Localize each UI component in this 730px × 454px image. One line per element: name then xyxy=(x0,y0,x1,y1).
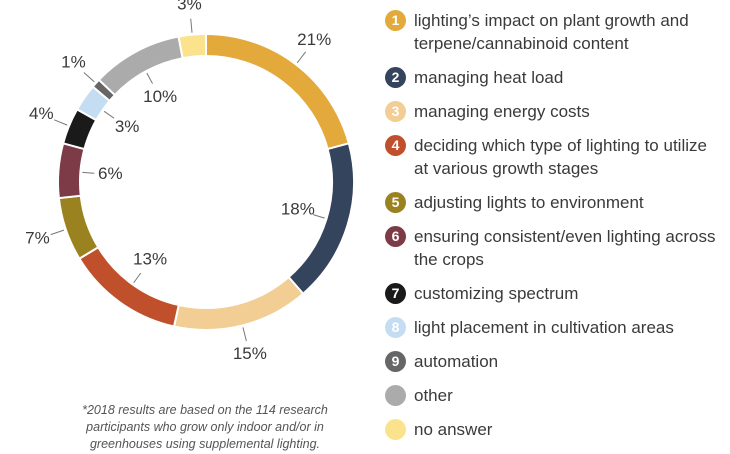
data-label: 3% xyxy=(115,117,140,136)
legend-label: managing energy costs xyxy=(414,102,590,121)
donut-slice xyxy=(57,142,86,200)
data-label: 3% xyxy=(177,0,202,13)
legend-marker xyxy=(385,385,406,406)
legend-label: managing heat load xyxy=(414,68,564,87)
legend-item: 1 lighting’s impact on plant growth and t… xyxy=(385,9,725,55)
legend-label: automation xyxy=(414,352,499,371)
legend-marker: 3 xyxy=(385,101,406,122)
data-label: 4% xyxy=(29,104,54,123)
legend-item: 8 light placement in cultivation areas xyxy=(385,316,725,339)
legend-label: other xyxy=(414,386,453,405)
leader-line xyxy=(83,72,95,83)
leader-line xyxy=(190,18,193,33)
legend-item: other xyxy=(385,384,725,407)
legend-label: customizing spectrum xyxy=(414,284,579,303)
data-label: 10% xyxy=(143,87,177,106)
donut-slice xyxy=(205,32,351,151)
legend-marker: 7 xyxy=(385,283,406,304)
leader-line xyxy=(50,229,65,236)
donut-slice xyxy=(287,142,355,296)
legend-marker: 6 xyxy=(385,226,406,247)
legend-label: no answer xyxy=(414,420,493,439)
data-label: 15% xyxy=(233,344,267,363)
leader-line xyxy=(242,327,247,342)
data-label: 6% xyxy=(98,164,123,183)
data-label: 7% xyxy=(25,229,50,248)
legend-marker: 2 xyxy=(385,67,406,88)
legend-label: ensuring consistent/even lighting across… xyxy=(414,227,716,269)
legend-item: 5 adjusting lights to environment xyxy=(385,191,725,214)
data-label: 13% xyxy=(133,249,167,268)
donut-slice xyxy=(172,275,305,331)
legend-item: 6 ensuring consistent/even lighting acros… xyxy=(385,225,725,271)
legend-item: 3 managing energy costs xyxy=(385,100,725,123)
legend-marker: 1 xyxy=(385,10,406,31)
legend-marker: 4 xyxy=(385,135,406,156)
leader-line xyxy=(82,171,95,174)
legend-label: adjusting lights to environment xyxy=(414,193,644,212)
leader-line xyxy=(133,272,142,284)
legend-marker xyxy=(385,419,406,440)
leader-line xyxy=(146,72,153,84)
legend-marker: 9 xyxy=(385,351,406,372)
data-label: 1% xyxy=(61,53,86,72)
legend-item: 9 automation xyxy=(385,350,725,373)
legend-item: 7 customizing spectrum xyxy=(385,282,725,305)
legend-marker: 8 xyxy=(385,317,406,338)
legend-label: light placement in cultivation areas xyxy=(414,318,674,337)
legend-label: deciding which type of lighting to utili… xyxy=(414,136,707,178)
leader-line xyxy=(296,51,307,64)
leader-line xyxy=(313,214,325,219)
legend-marker: 5 xyxy=(385,192,406,213)
footnote: *2018 results are based on the 114 resea… xyxy=(82,403,328,451)
donut-slice xyxy=(177,32,207,60)
leader-line xyxy=(54,119,68,126)
data-label: 21% xyxy=(297,30,331,49)
donut-slice xyxy=(57,194,100,261)
data-label: 18% xyxy=(281,199,315,218)
leader-line xyxy=(103,110,115,119)
legend-label: lighting’s impact on plant growth and te… xyxy=(414,11,689,53)
donut-chart: 21%18%15%13%7%6%4%3%1%10%3% xyxy=(25,0,355,363)
legend-item: 4 deciding which type of lighting to util… xyxy=(385,134,725,180)
legend: 1 lighting’s impact on plant growth and t… xyxy=(385,9,725,452)
legend-item: no answer xyxy=(385,418,725,441)
legend-item: 2 managing heat load xyxy=(385,66,725,89)
